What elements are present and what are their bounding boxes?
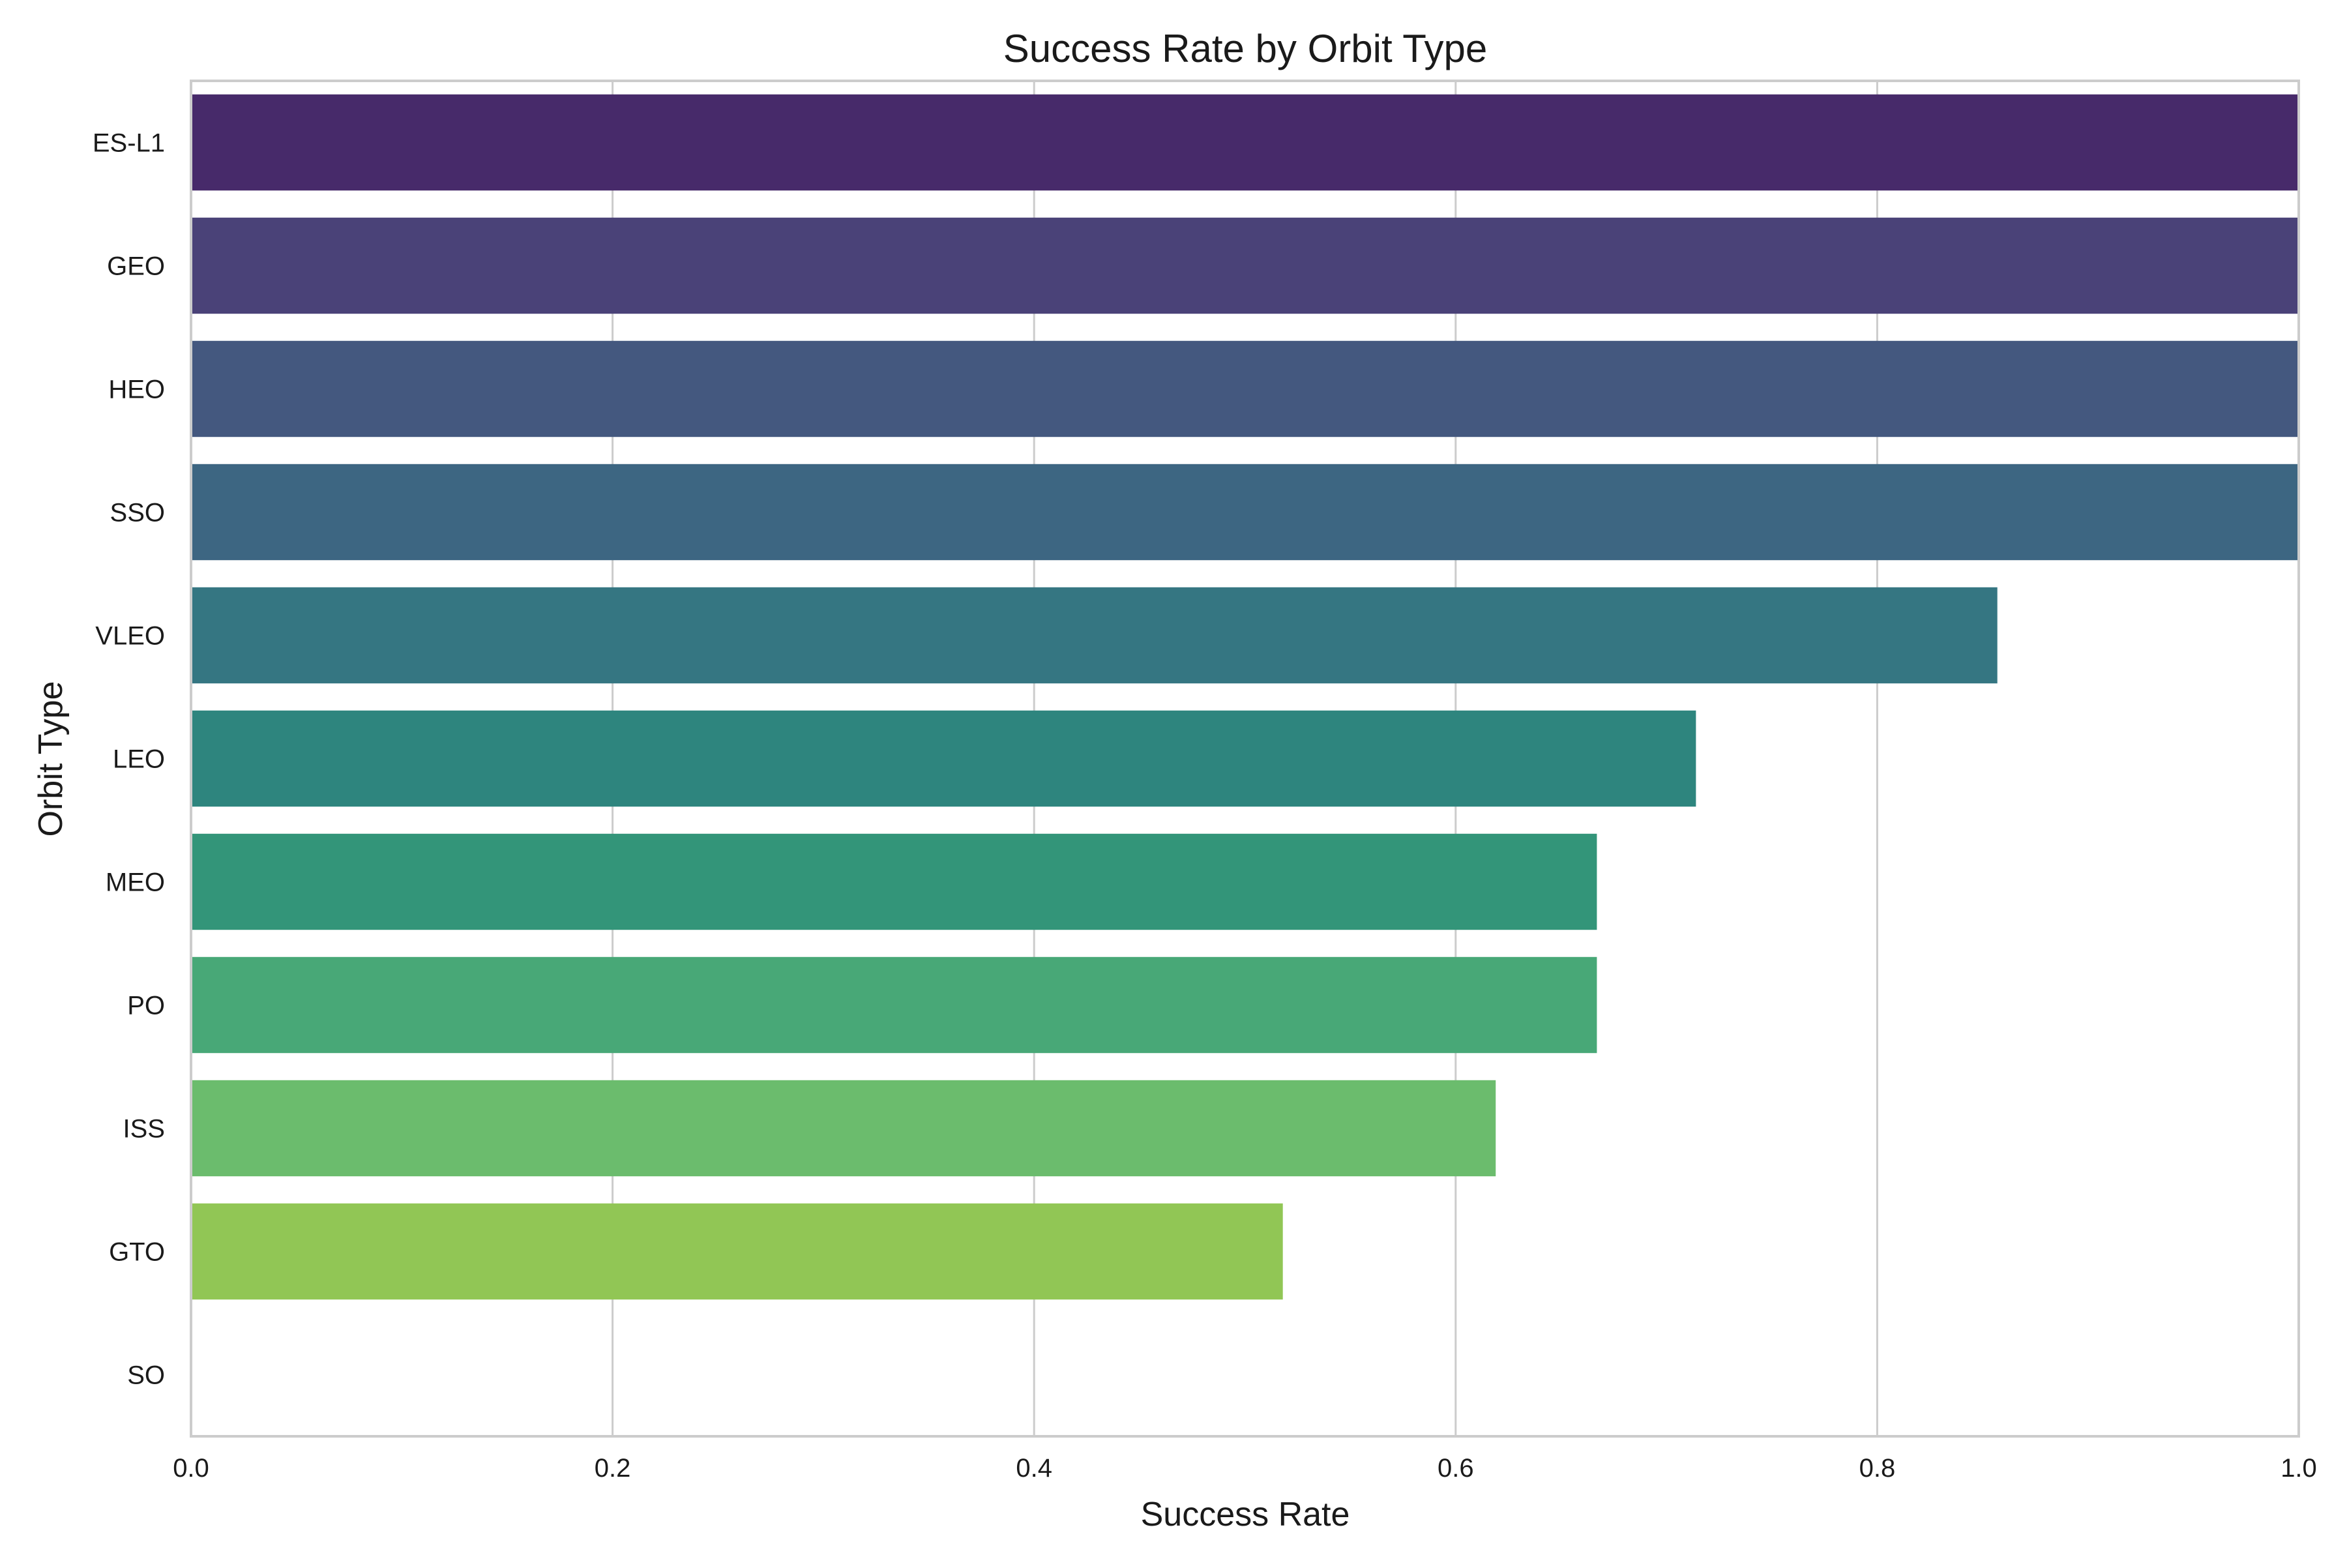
- y-tick-label: SSO: [110, 499, 165, 527]
- bar-po: [191, 956, 1597, 1054]
- bar-es-l1: [191, 94, 2299, 191]
- x-axis-title: Success Rate: [1141, 1496, 1350, 1533]
- bar-gto: [191, 1203, 1283, 1300]
- bar-layer: [191, 94, 2299, 1300]
- x-tick-label: 0.6: [1438, 1454, 1474, 1483]
- y-tick-label: HEO: [108, 376, 165, 404]
- y-tick-label: LEO: [113, 745, 165, 774]
- bar-heo: [191, 340, 2299, 437]
- chart-title: Success Rate by Orbit Type: [1003, 27, 1488, 70]
- x-tick-label: 0.4: [1016, 1454, 1052, 1483]
- plot-frame: [190, 80, 2300, 1438]
- bar-iss: [191, 1080, 1496, 1177]
- y-tick-label: VLEO: [95, 622, 165, 651]
- y-tick-label: ES-L1: [93, 129, 165, 158]
- bar-vleo: [191, 587, 1998, 684]
- bar-geo: [191, 217, 2299, 314]
- x-tick-label: 0.0: [173, 1454, 209, 1483]
- y-tick-label: MEO: [106, 868, 165, 897]
- bar-meo: [191, 833, 1597, 930]
- bar-leo: [191, 710, 1696, 807]
- y-tick-labels: ES-L1 GEO HEO SSO VLEO LEO MEO PO ISS GTO SO: [93, 129, 165, 1390]
- x-tick-label: 1.0: [2281, 1454, 2317, 1483]
- y-tick-label: GEO: [107, 252, 165, 281]
- x-tick-label: 0.8: [1859, 1454, 1896, 1483]
- y-tick-label: ISS: [123, 1115, 165, 1144]
- y-axis-title: Orbit Type: [32, 681, 70, 837]
- y-tick-label: SO: [127, 1361, 165, 1390]
- y-tick-label: GTO: [109, 1238, 165, 1267]
- x-tick-label: 0.2: [595, 1454, 631, 1483]
- x-tick-labels: 0.0 0.2 0.4 0.6 0.8 1.0: [173, 1454, 2317, 1483]
- y-tick-label: PO: [127, 992, 165, 1020]
- bar-sso: [191, 464, 2299, 561]
